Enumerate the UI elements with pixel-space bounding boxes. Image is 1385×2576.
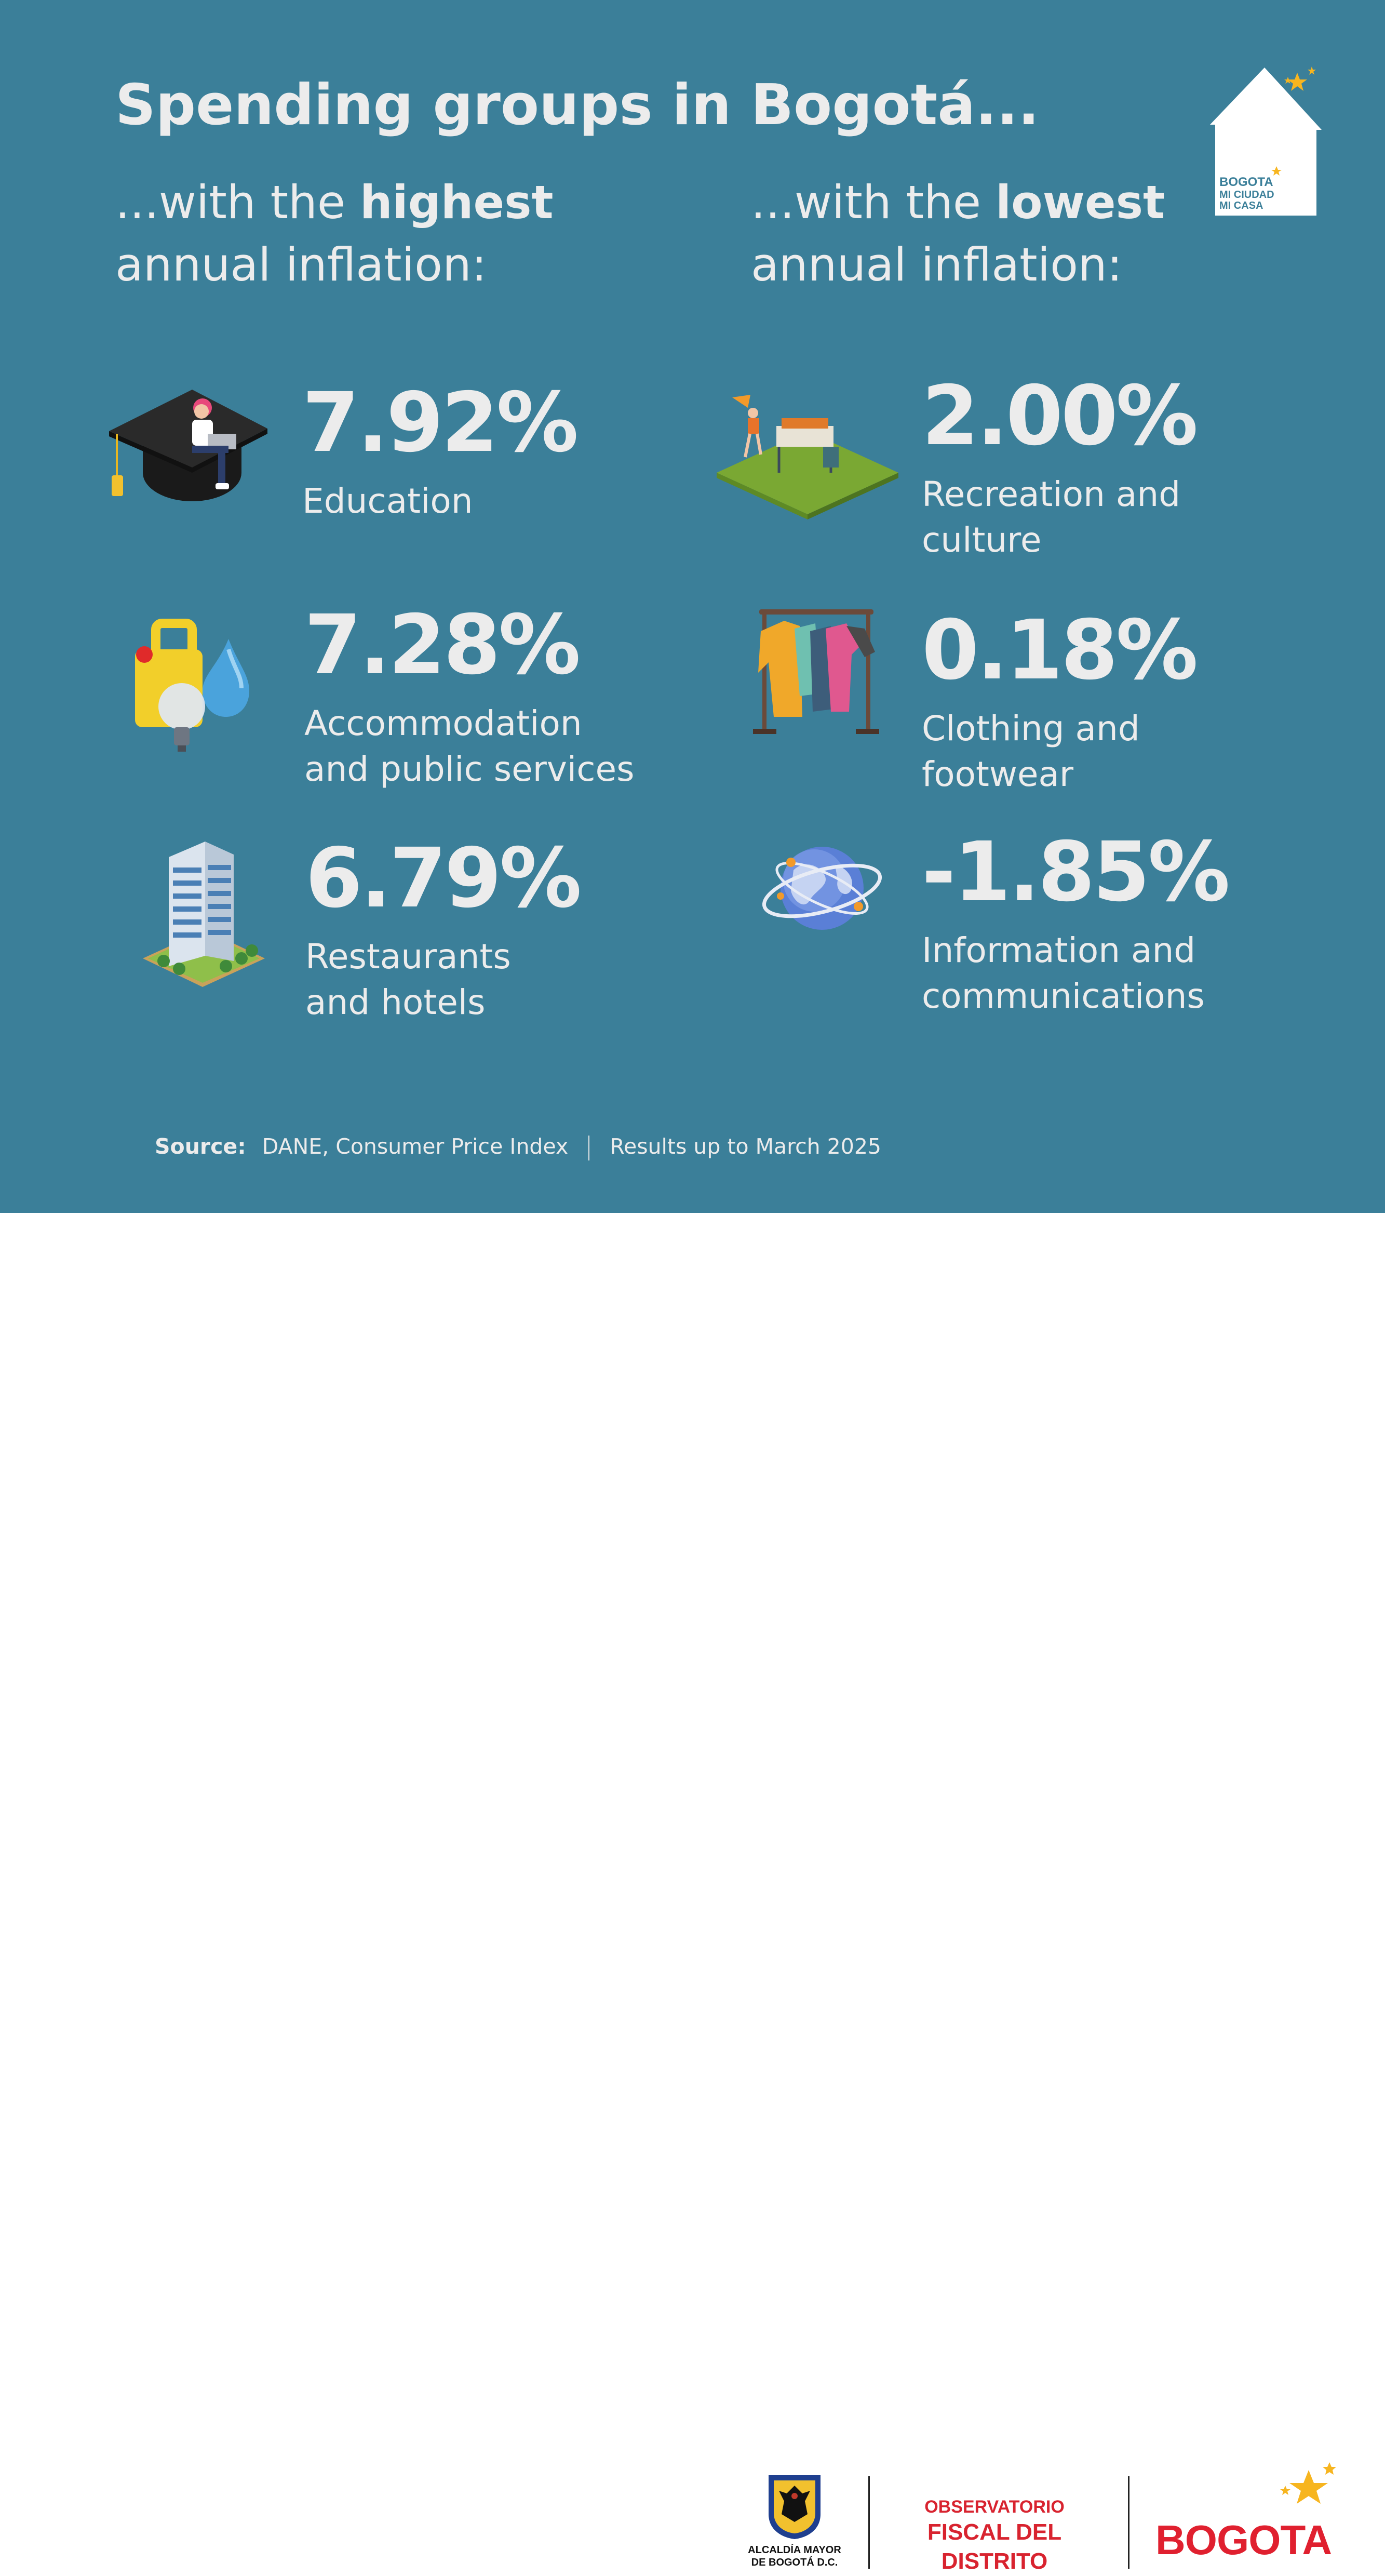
clothing-rack-icon <box>753 605 880 738</box>
stat-clothing: 0.18% Clothing and footwear <box>922 603 1198 797</box>
source-period: Results up to March 2025 <box>610 1134 881 1159</box>
stat-label: Education <box>302 478 576 524</box>
observatorio-line2: FISCAL DEL DISTRITO <box>927 2519 1062 2574</box>
source-text: DANE, Consumer Price Index <box>262 1134 569 1159</box>
lowest-intro-prefix: ...with the <box>751 176 996 229</box>
source-divider <box>588 1136 590 1160</box>
stat-label-line: and hotels <box>305 982 486 1022</box>
stat-label-line: communications <box>922 976 1205 1016</box>
source-label: Source: <box>155 1134 246 1159</box>
stat-label: Accommodation and public services <box>304 701 635 792</box>
observatorio-logo: OBSERVATORIO FISCAL DEL DISTRITO <box>880 2496 1109 2576</box>
stat-restaurants: 6.79% Restaurants and hotels <box>305 831 582 1025</box>
hotel-icon <box>143 836 265 987</box>
lowest-intro-emphasis: lowest <box>995 176 1165 229</box>
lowest-intro: ...with the lowest annual inflation: <box>751 171 1165 296</box>
stat-value: 7.28% <box>304 597 581 693</box>
stat-accommodation: 7.28% Accommodation and public services <box>304 604 635 792</box>
footer-divider <box>868 2476 870 2569</box>
stat-label: Recreation and culture <box>922 472 1196 563</box>
stat-label: Clothing and footwear <box>922 706 1196 797</box>
highest-intro-suffix: annual inflation: <box>115 238 487 291</box>
stat-recreation: 2.00% Recreation and culture <box>922 368 1198 563</box>
graduation-cap-icon <box>109 384 275 509</box>
stat-value: -1.85% <box>922 824 1230 920</box>
stat-value: 2.00% <box>922 368 1198 464</box>
source-note: Source: DANE, Consumer Price Index Resul… <box>155 1134 881 1160</box>
stat-label-line: Accommodation <box>304 703 582 743</box>
highest-intro: ...with the highest annual inflation: <box>115 171 554 296</box>
park-recreation-icon <box>717 395 898 519</box>
stat-label-line: Clothing and <box>922 709 1140 749</box>
alcaldia-line: DE BOGOTÁ D.C. <box>751 2557 838 2568</box>
globe-network-icon <box>762 839 884 940</box>
lowest-intro-suffix: annual inflation: <box>751 238 1123 291</box>
stat-label: Information and communications <box>922 928 1228 1019</box>
stat-label-line: Information and <box>922 930 1196 970</box>
footer-logos: ALCALDÍA MAYOR DE BOGOTÁ D.C. OBSERVATOR… <box>0 1213 1385 2574</box>
stat-label-line: and public services <box>304 749 635 789</box>
stat-label: Restaurants and hotels <box>305 934 580 1025</box>
stat-value: 7.92% <box>302 375 579 471</box>
stat-label-line: Education <box>302 481 473 521</box>
stat-label-line: Recreation and <box>922 474 1181 514</box>
stat-label-line: footwear <box>922 754 1074 794</box>
utilities-icon <box>130 618 249 764</box>
alcaldia-text: ALCALDÍA MAYOR DE BOGOTÁ D.C. <box>737 2544 852 2569</box>
house-logo-line1: BOGOTA <box>1219 175 1273 189</box>
footer-divider <box>1128 2476 1129 2569</box>
coat-of-arms-icon <box>766 2473 823 2540</box>
bogota-house-logo: BOGOTA MI CIUDAD MI CASA <box>1210 62 1329 218</box>
stat-value: 6.79% <box>305 831 582 926</box>
stat-information: -1.85% Information and communications <box>922 824 1230 1019</box>
house-logo-line3: MI CASA <box>1219 200 1263 211</box>
star-icon <box>1278 2460 1340 2512</box>
highest-intro-prefix: ...with the <box>115 176 360 229</box>
infographic-panel: Spending groups in Bogotá... BOGOTA MI C… <box>0 0 1385 1213</box>
house-logo-line2: MI CIUDAD <box>1219 189 1274 201</box>
stat-value: 0.18% <box>922 603 1198 698</box>
alcaldia-line: ALCALDÍA MAYOR <box>748 2544 841 2556</box>
observatorio-line1: OBSERVATORIO <box>924 2497 1065 2517</box>
bogota-brand-logo: BOGOTA <box>1155 2517 1332 2563</box>
stat-label-line: Restaurants <box>305 937 511 977</box>
highest-intro-emphasis: highest <box>359 176 554 229</box>
page-title: Spending groups in Bogotá... <box>115 73 1040 138</box>
stat-education: 7.92% Education <box>302 375 579 524</box>
stat-label-line: culture <box>922 520 1042 560</box>
